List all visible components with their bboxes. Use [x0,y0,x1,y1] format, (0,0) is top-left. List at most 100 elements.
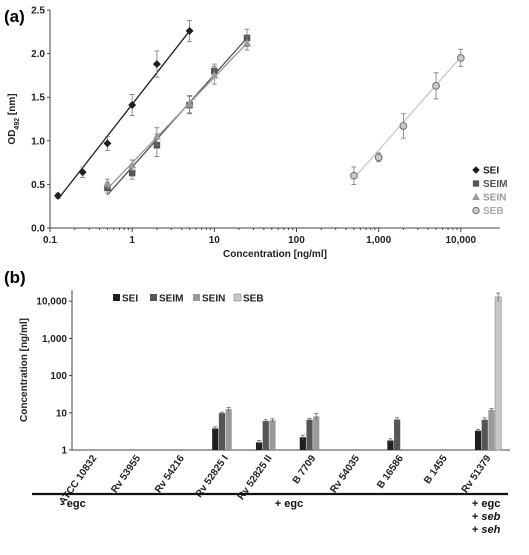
group-label: + egc [472,498,500,510]
fit-line-sein [106,42,248,190]
x-tick-label: 10 [209,235,221,246]
category-label: Rv 54216 [153,453,187,495]
group-label: - egc [60,498,86,510]
data-point-sein [103,179,112,187]
data-point-sei [128,101,137,110]
data-point-seb [432,82,440,90]
x-tick-label: 1,000 [366,235,391,246]
bar-seim [481,419,488,450]
y-tick-label: 1.5 [31,93,45,104]
y-tick-label: 10,000 [36,297,67,308]
data-point-sei [152,60,161,69]
legend-swatch-seim [150,294,157,301]
series-sein [103,35,252,190]
legend-label-seim: SEIM [483,179,507,190]
data-point-sei [185,26,194,35]
data-point-sein [242,38,252,47]
data-point-sei [53,191,62,200]
x-tick-label: 0.1 [43,235,57,246]
x-tick-label: 1 [129,235,135,246]
category-label: B 7709 [291,453,319,486]
legend-marker-sei [472,166,480,174]
series-seim [218,411,488,450]
data-point-sei [78,168,87,177]
data-point-sei [103,139,112,148]
x-tick-label: 100 [288,235,305,246]
data-point-seb [374,153,383,162]
legend-marker-seb [472,206,480,215]
legend-label-seb: SEB [243,294,264,305]
y-tick-label: 1.0 [31,136,45,147]
y-tick-label: 0.5 [31,180,45,191]
y-tick-label: 10 [56,408,68,419]
bar-sein [225,409,232,450]
data-point-sein [152,132,161,140]
legend-swatch-sein [193,294,200,301]
legend-label-sei: SEI [122,294,138,305]
category-label: Rv 51379 [460,453,494,495]
bar-seb [494,296,502,451]
y-tick-label: 0.0 [31,224,45,235]
series-sein [225,406,495,450]
category-label: Rv 52825 I [194,453,231,500]
bar-seim [218,413,226,450]
x-axis-title: Concentration [ng/ml] [223,249,327,260]
legend-label-seim: SEIM [159,294,183,305]
bar-sei [387,440,394,450]
data-point-seim [128,169,136,177]
legend-marker-seim [472,180,480,187]
legend-label-sein: SEIN [483,193,506,204]
data-point-seb [399,122,408,130]
group-label: + seb [472,511,501,523]
bar-seim [262,421,269,450]
y-axis-title: Concentration [ng/ml] [19,318,30,422]
data-point-seb [456,54,465,62]
bar-sei [299,437,306,450]
y-tick-label: 1 [61,446,67,457]
legend-label-seb: SEB [483,206,504,217]
series-seb [350,48,465,185]
y-tick-label: 2.5 [31,6,45,17]
y-tick-label: 100 [50,371,67,382]
bar-sein [313,416,320,450]
category-label: Rv 54035 [328,453,362,495]
group-label: + egc [275,498,303,510]
legend-label-sei: SEI [483,166,499,177]
bar-sein [488,409,495,450]
series-sei [212,426,482,450]
category-label: Rv 53955 [109,453,143,495]
bar-seim [394,419,401,450]
x-tick-label: 10,000 [446,235,477,246]
fit-line-sei [57,30,191,200]
bar-seim [306,419,313,450]
data-point-sein [185,99,194,108]
bar-sei [474,430,482,450]
bar-sei [255,442,263,450]
panel-b-label: (b) [4,268,26,287]
y-tick-label: 2.0 [31,49,45,60]
data-point-sein [210,71,219,79]
y-tick-label: 1,000 [42,334,67,345]
legend-marker-sein [472,192,480,200]
data-point-seb [350,171,358,180]
series-sei [53,20,194,200]
group-label: + seh [472,524,501,536]
category-label: B 16586 [375,453,406,491]
data-point-sein [128,160,137,169]
y-axis-title: OD492 [nm] [7,93,21,144]
legend-b: SEI SEIM SEIN SEB [113,294,264,305]
legend-swatch-seb [233,293,242,302]
bar-sei [212,428,219,450]
chart-a-od-curves: 0.0 0.5 1.0 1.5 2.0 2.5 0.1 1 10 100 1,000 10,000 Co… [7,6,507,261]
fit-line-seb [353,56,462,179]
legend-a: SEI SEIM SEIN SEB [472,166,507,217]
category-label: B 1455 [422,453,450,486]
panel-a-label: (a) [4,7,25,26]
legend-swatch-sei [113,294,120,301]
series-seb [494,292,502,451]
legend-label-sein: SEIN [202,294,225,305]
bar-sein [269,420,276,450]
